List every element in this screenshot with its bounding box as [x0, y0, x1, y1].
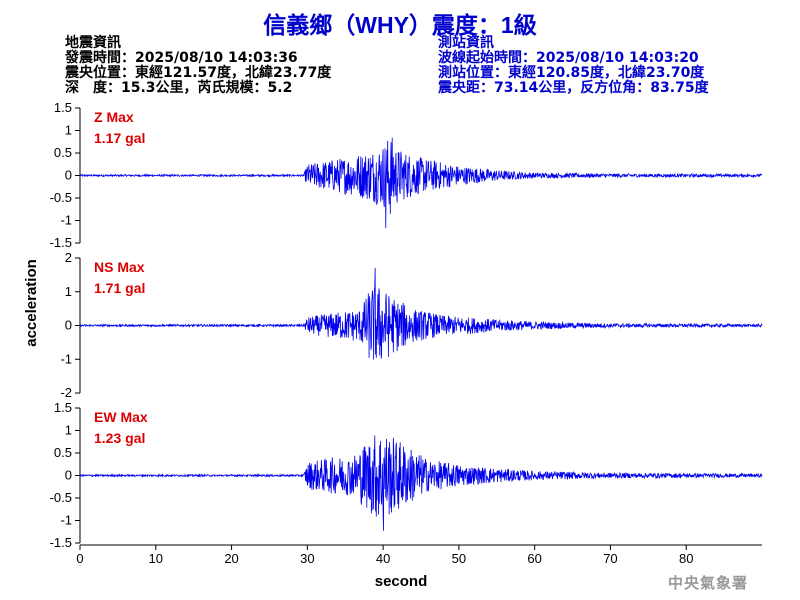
x-tick-label: 40: [376, 551, 390, 566]
panel-ew: 1.5 1 0.5 0 -0.5 -1 -1.5 EW Max 1.23 gal: [50, 400, 763, 550]
x-axis: 0 10 20 30 40 50 60 70 80: [76, 544, 762, 566]
max-label-ns: NS Max: [94, 259, 145, 275]
y-tick-label: -1.5: [50, 235, 72, 250]
y-tick-label: 0: [65, 468, 72, 483]
quake-info-heading: 地震資訊: [65, 35, 121, 51]
x-tick-label: 60: [527, 551, 541, 566]
y-tick-label: 1.5: [54, 400, 72, 415]
x-tick-label: 20: [224, 551, 238, 566]
quake-info-block: 地震資訊 發震時間：2025/08/10 14:03:36 震央位置：東經121.5…: [65, 36, 331, 96]
x-tick-label: 70: [603, 551, 617, 566]
y-tick-label: 1: [65, 123, 72, 138]
y-tick-label: -0.5: [50, 190, 72, 205]
waveform-z: [79, 137, 763, 229]
x-tick-label: 10: [149, 551, 163, 566]
x-tick-label: 0: [76, 551, 83, 566]
agency-name: 中央氣象署: [667, 574, 748, 592]
y-tick-label: -1: [60, 213, 72, 228]
y-tick-label: -1.5: [50, 535, 72, 550]
y-tick-label: 1.5: [54, 100, 72, 115]
max-value-z: 1.17 gal: [94, 130, 145, 146]
y-tick-label: 0: [65, 318, 72, 333]
x-axis-label: second: [375, 573, 428, 590]
waveform-ew: [79, 435, 763, 531]
max-label-ew: EW Max: [94, 409, 148, 425]
station-location: 測站位置：東經120.85度，北緯23.70度: [438, 65, 705, 81]
y-tick-label: -1: [60, 513, 72, 528]
max-value-ew: 1.23 gal: [94, 430, 145, 446]
depth-magnitude: 深 度：15.3公里，芮氏規模：5.2: [65, 80, 293, 96]
station-info-block: 測站資訊 波線起始時間：2025/08/10 14:03:20 測站位置：東經120…: [438, 36, 709, 96]
x-tick-label: 50: [452, 551, 466, 566]
max-value-ns: 1.71 gal: [94, 280, 145, 296]
origin-time: 發震時間：2025/08/10 14:03:36: [65, 50, 298, 66]
page-title: 信義鄉（WHY）震度：1級: [263, 12, 537, 38]
max-label-z: Z Max: [94, 109, 134, 125]
y-axis-label: acceleration: [23, 259, 40, 347]
epicentral-distance: 震央距：73.14公里，反方位角：83.75度: [438, 80, 709, 96]
y-tick-label: 1: [65, 284, 72, 299]
y-tick-label: 1: [65, 423, 72, 438]
panel-z: 1.5 1 0.5 0 -0.5 -1 -1.5 Z Max 1.17 gal: [50, 100, 763, 250]
y-tick-label: -1: [60, 351, 72, 366]
y-tick-label: 0: [65, 168, 72, 183]
x-tick-label: 80: [679, 551, 693, 566]
y-tick-label: 2: [65, 250, 72, 265]
wave-start-time: 波線起始時間：2025/08/10 14:03:20: [438, 50, 699, 66]
station-info-heading: 測站資訊: [438, 35, 494, 51]
x-tick-label: 30: [300, 551, 314, 566]
y-tick-label: 0.5: [54, 145, 72, 160]
y-tick-label: 0.5: [54, 445, 72, 460]
panels-layer: 1.5 1 0.5 0 -0.5 -1 -1.5 Z Max 1.17 gal 2 1 0 -1 -2 NS…: [50, 100, 763, 550]
panel-ns: 2 1 0 -1 -2 NS Max 1.71 gal: [60, 250, 763, 400]
y-tick-label: -2: [60, 385, 72, 400]
epicenter-location: 震央位置：東經121.57度，北緯23.77度: [65, 65, 332, 81]
waveform-ns: [79, 267, 763, 360]
y-tick-label: -0.5: [50, 490, 72, 505]
